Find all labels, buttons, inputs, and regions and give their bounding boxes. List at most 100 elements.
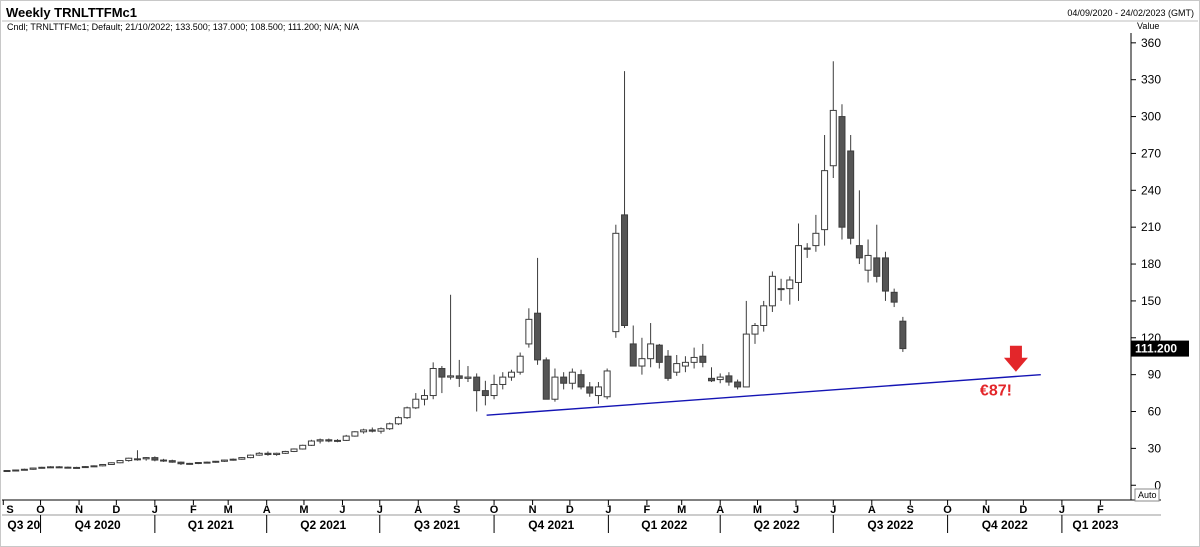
x-month-label: S — [6, 504, 13, 516]
x-month-label: O — [36, 504, 45, 516]
x-month-label: S — [907, 504, 914, 516]
candle-up — [829, 109, 837, 167]
x-quarter-label: Q4 2022 — [982, 518, 1028, 532]
candle-down — [629, 343, 637, 367]
candle-up — [307, 440, 315, 446]
auto-scale-label[interactable]: Auto — [1138, 490, 1157, 500]
x-month-label: M — [753, 504, 762, 516]
candle-up — [116, 460, 124, 464]
support-trendline — [486, 373, 1041, 416]
candle-up — [360, 429, 368, 433]
last-value-label: 111.200 — [1135, 342, 1177, 356]
candle-up — [742, 333, 750, 388]
candle-down — [151, 457, 159, 461]
x-month-label: J — [793, 504, 799, 516]
candle-up — [220, 459, 228, 462]
candle-up — [142, 457, 150, 460]
candle-down — [899, 320, 907, 350]
candle-down — [55, 466, 63, 469]
candle-up — [194, 462, 202, 465]
x-month-label: J — [377, 504, 383, 516]
x-month-label: J — [1059, 504, 1065, 516]
candle-up — [386, 423, 394, 430]
candle-up — [316, 439, 324, 442]
y-tick-label: 330 — [1141, 73, 1161, 87]
y-tick-label: 0 — [1154, 478, 1161, 492]
y-tick-label: 90 — [1148, 368, 1162, 382]
candle-up — [238, 457, 246, 460]
x-month-label: J — [339, 504, 345, 516]
x-month-label: F — [190, 504, 197, 516]
candle-down — [855, 245, 863, 259]
candle-up — [447, 375, 455, 378]
x-month-label: F — [1097, 504, 1104, 516]
candle-up — [12, 469, 20, 472]
candle-down — [325, 439, 333, 442]
x-month-label: N — [529, 504, 537, 516]
candle-up — [647, 343, 655, 360]
x-quarter-label: Q3 2021 — [414, 518, 460, 532]
candle-up — [490, 383, 498, 397]
x-quarter-label: Q1 2021 — [188, 518, 234, 532]
candle-down — [881, 257, 889, 292]
x-axis: S O N D J F M A M J J A S O N D J F M A M J J A S O N D J F Q3 20 Q4 20… — [2, 499, 1161, 533]
candle-up — [73, 466, 81, 469]
auto-scale-button[interactable]: Auto — [1134, 488, 1160, 502]
auto-scale-box[interactable] — [1134, 488, 1160, 502]
x-month-label: J — [605, 504, 611, 516]
candle-up — [125, 457, 133, 462]
x-quarter-label: Q2 2022 — [754, 518, 800, 532]
candle-down — [368, 429, 376, 432]
candle-down — [438, 368, 446, 378]
candle-down — [838, 116, 846, 228]
candle-down — [621, 214, 629, 326]
candle-up — [516, 355, 524, 373]
candle-up — [794, 245, 802, 283]
candle-up — [821, 170, 829, 231]
candle-up — [255, 452, 263, 456]
chart-title: Weekly TRNLTTFMc1 — [6, 5, 137, 20]
candle-down — [803, 247, 811, 250]
x-month-label: J — [830, 504, 836, 516]
candle-up — [638, 358, 646, 367]
x-month-label: O — [490, 504, 499, 516]
candle-up — [212, 460, 220, 463]
candle-down — [655, 344, 663, 363]
candle-up — [247, 454, 255, 459]
candle-down — [560, 376, 568, 384]
x-month-label: J — [152, 504, 158, 516]
candle-up — [681, 361, 689, 367]
candle-up — [81, 466, 89, 469]
candle-up — [768, 275, 776, 307]
x-month-label: S — [453, 504, 460, 516]
candle-down — [534, 312, 542, 361]
candle-up — [499, 376, 507, 385]
candle-up — [46, 466, 54, 469]
x-quarter-label: Q3 20 — [7, 518, 40, 532]
x-month-label: M — [224, 504, 233, 516]
candle-up — [20, 468, 28, 471]
y-tick-label: 300 — [1141, 110, 1161, 124]
candle-up — [612, 232, 620, 333]
y-tick-label: 240 — [1141, 183, 1161, 197]
candle-up — [429, 368, 437, 397]
candle-down — [455, 375, 463, 379]
candle-up — [342, 435, 350, 441]
candle-up — [760, 305, 768, 326]
candle-down — [168, 460, 176, 463]
candle-down — [699, 355, 707, 363]
x-month-label: A — [868, 504, 876, 516]
candle-up — [281, 450, 289, 454]
candle-up — [690, 356, 698, 363]
y-tick-label: 270 — [1141, 146, 1161, 160]
candle-up — [203, 461, 211, 464]
candle-down — [873, 257, 881, 277]
x-month-label: A — [263, 504, 271, 516]
x-month-label: M — [677, 504, 686, 516]
y-tick-label: 30 — [1148, 441, 1162, 455]
candle-down — [481, 390, 489, 397]
candle-down — [177, 461, 185, 465]
annotation-label: €87! — [980, 382, 1012, 399]
candle-down — [734, 381, 742, 388]
y-tick-label: 210 — [1141, 220, 1161, 234]
